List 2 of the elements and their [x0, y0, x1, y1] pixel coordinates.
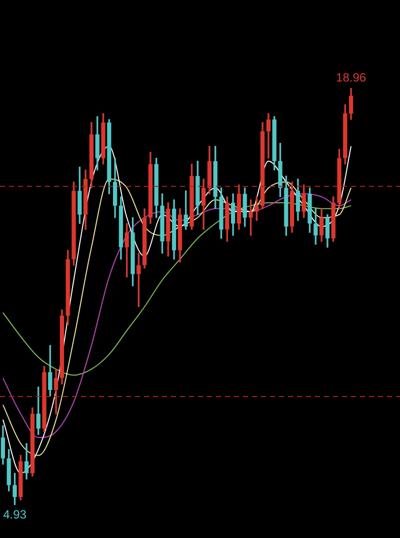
annotation: 18.96 — [336, 70, 366, 84]
annotation: 4.93 — [3, 507, 27, 522]
